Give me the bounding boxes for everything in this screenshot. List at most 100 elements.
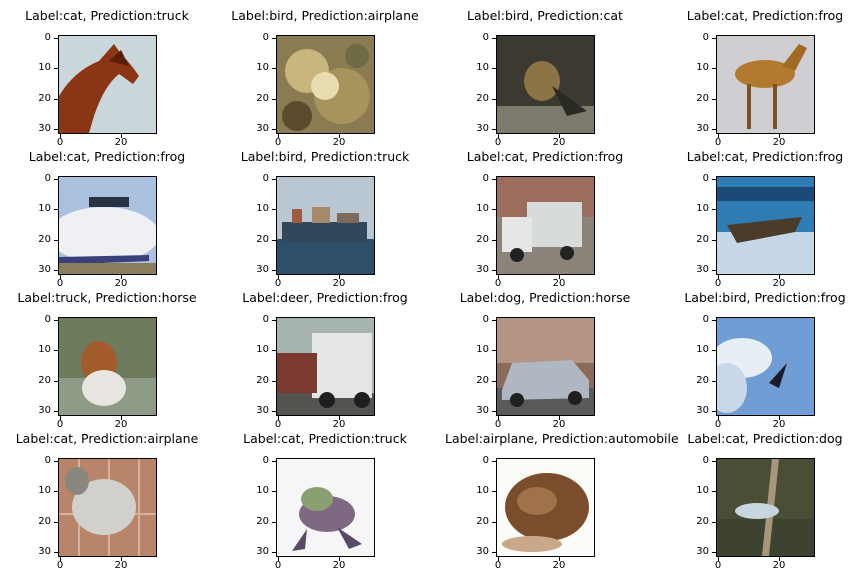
y-tick-label: 20 [696, 234, 709, 245]
y-tick-label: 30 [476, 264, 489, 275]
y-tick-mark [272, 99, 276, 100]
y-tick-label: 10 [476, 485, 489, 496]
y-tick-label: 10 [38, 62, 51, 73]
y-tick-mark [54, 552, 58, 553]
x-tick-mark [278, 557, 279, 561]
y-tick-label: 20 [38, 375, 51, 386]
panel-title: Label:bird, Prediction:cat [467, 8, 623, 23]
x-tick-mark [278, 416, 279, 420]
sample-image [716, 317, 815, 416]
image-panel: Label:deer, Prediction:frog 0 10 20 30 0 20 [218, 290, 418, 430]
y-tick-mark [272, 461, 276, 462]
sample-image [716, 35, 815, 134]
x-tick-label: 20 [772, 278, 786, 289]
y-tick-mark [54, 129, 58, 130]
y-tick-mark [272, 209, 276, 210]
y-tick-label: 10 [696, 62, 709, 73]
sample-image [496, 458, 595, 557]
sample-image [276, 458, 375, 557]
y-tick-mark [272, 381, 276, 382]
y-tick-label: 20 [256, 375, 269, 386]
y-tick-mark [712, 240, 716, 241]
x-tick-label: 0 [714, 278, 722, 289]
y-tick-mark [492, 270, 496, 271]
panel-title: Label:cat, Prediction:frog [686, 149, 844, 164]
panel-title: Label:truck, Prediction:horse [17, 290, 197, 305]
y-tick-label: 0 [482, 32, 489, 43]
x-tick-label: 20 [114, 137, 128, 148]
panel-title: Label:cat, Prediction:truck [243, 431, 407, 446]
panel-title: Label:bird, Prediction:truck [240, 149, 410, 164]
x-tick-mark [498, 416, 499, 420]
y-tick-label: 30 [696, 264, 709, 275]
sample-image [276, 176, 375, 275]
sample-image [58, 317, 157, 416]
image-panel: Label:airplane, Prediction:automobile 0 1… [438, 431, 679, 571]
y-tick-mark [272, 38, 276, 39]
y-tick-mark [492, 461, 496, 462]
panel-title: Label:cat, Prediction:truck [25, 8, 189, 23]
y-tick-mark [492, 350, 496, 351]
x-tick-mark [718, 275, 719, 279]
y-tick-mark [712, 38, 716, 39]
image-panel: Label:bird, Prediction:cat 0 10 20 30 0 20 [438, 8, 638, 148]
y-tick-mark [712, 209, 716, 210]
x-tick-label: 0 [274, 419, 282, 430]
image-content [277, 459, 374, 556]
x-tick-label: 20 [332, 419, 346, 430]
image-panel: Label:cat, Prediction:airplane 0 10 20 30 0 2… [0, 431, 200, 571]
x-tick-mark [60, 416, 61, 420]
x-tick-label: 0 [56, 137, 64, 148]
y-tick-label: 10 [696, 203, 709, 214]
y-tick-label: 10 [476, 62, 489, 73]
y-tick-label: 10 [256, 344, 269, 355]
y-tick-mark [54, 240, 58, 241]
y-tick-label: 0 [702, 173, 709, 184]
x-tick-mark [60, 275, 61, 279]
image-content [59, 36, 156, 133]
y-tick-label: 10 [256, 203, 269, 214]
x-tick-label: 0 [274, 137, 282, 148]
y-tick-mark [492, 68, 496, 69]
image-content [277, 36, 374, 133]
x-tick-label: 0 [274, 560, 282, 571]
y-tick-label: 30 [38, 405, 51, 416]
y-tick-label: 30 [38, 123, 51, 134]
y-tick-mark [272, 350, 276, 351]
y-tick-label: 0 [262, 32, 269, 43]
x-tick-mark [278, 134, 279, 138]
x-tick-label: 0 [494, 137, 502, 148]
x-tick-label: 0 [714, 560, 722, 571]
x-tick-label: 0 [714, 137, 722, 148]
sample-image [496, 317, 595, 416]
y-tick-mark [54, 270, 58, 271]
y-tick-label: 0 [262, 173, 269, 184]
y-tick-mark [712, 491, 716, 492]
panel-title: Label:dog, Prediction:horse [459, 290, 631, 305]
y-tick-mark [492, 129, 496, 130]
y-tick-label: 30 [476, 546, 489, 557]
y-tick-label: 20 [256, 93, 269, 104]
x-tick-label: 0 [56, 560, 64, 571]
y-tick-mark [54, 68, 58, 69]
y-tick-label: 20 [696, 516, 709, 527]
image-panel: Label:dog, Prediction:horse 0 10 20 30 0 20 [438, 290, 638, 430]
y-tick-mark [712, 320, 716, 321]
y-tick-label: 20 [476, 516, 489, 527]
x-tick-mark [559, 134, 560, 138]
y-tick-mark [492, 320, 496, 321]
image-panel: Label:bird, Prediction:airplane 0 10 20 30 0… [218, 8, 418, 148]
panel-title: Label:cat, Prediction:airplane [15, 431, 199, 446]
x-tick-mark [559, 416, 560, 420]
y-tick-mark [712, 552, 716, 553]
x-tick-mark [121, 134, 122, 138]
x-tick-label: 20 [552, 419, 566, 430]
x-tick-label: 0 [56, 419, 64, 430]
y-tick-label: 30 [696, 405, 709, 416]
y-tick-mark [712, 129, 716, 130]
x-tick-mark [779, 416, 780, 420]
image-panel: Label:cat, Prediction:frog 0 10 20 30 0 20 [438, 149, 638, 289]
x-tick-label: 20 [552, 278, 566, 289]
y-tick-mark [272, 552, 276, 553]
image-panel: Label:cat, Prediction:dog 0 10 20 30 0 20 [658, 431, 858, 571]
